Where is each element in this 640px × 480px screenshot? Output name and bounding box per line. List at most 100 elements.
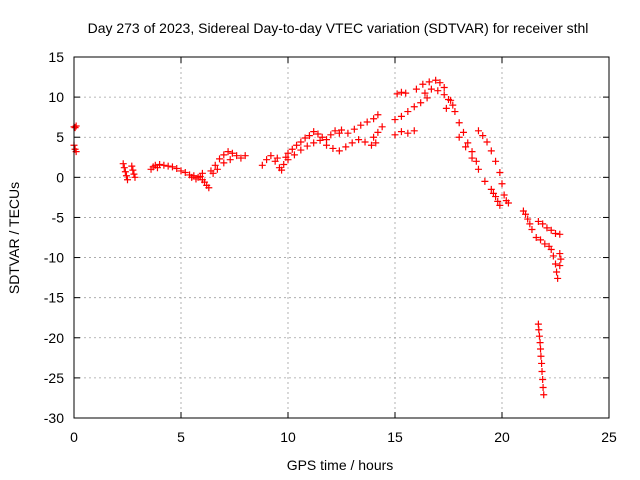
data-point	[496, 169, 504, 177]
data-point	[374, 111, 382, 119]
data-point	[267, 152, 275, 160]
data-point	[451, 108, 459, 116]
data-point	[423, 94, 431, 102]
data-point	[181, 169, 189, 177]
data-point	[303, 142, 311, 150]
data-point	[440, 91, 448, 99]
y-tick-label: -20	[44, 330, 64, 346]
data-point	[432, 76, 440, 84]
data-point	[410, 103, 418, 111]
data-point	[402, 89, 410, 97]
data-point	[213, 165, 221, 173]
data-point	[342, 143, 350, 151]
data-point	[496, 201, 504, 209]
x-tick-label: 20	[494, 429, 510, 445]
data-point	[434, 87, 442, 95]
data-point	[280, 160, 288, 168]
data-point	[192, 175, 200, 183]
data-point	[556, 262, 564, 270]
data-point	[224, 148, 232, 156]
data-point	[211, 161, 219, 169]
data-point	[462, 143, 470, 151]
y-tick-label: -25	[44, 370, 64, 386]
data-point	[425, 78, 433, 86]
data-point	[226, 156, 234, 164]
data-points	[70, 76, 565, 399]
data-point	[130, 170, 138, 178]
data-point	[412, 85, 420, 93]
data-point	[293, 141, 301, 149]
data-point	[355, 136, 363, 144]
plot-frame	[73, 56, 610, 419]
data-point	[528, 225, 536, 233]
data-point	[541, 240, 549, 248]
data-point	[258, 161, 266, 169]
x-tick-labels: 0 5 10 15 20 25	[70, 429, 617, 445]
data-point	[188, 173, 196, 181]
data-point	[539, 384, 547, 392]
data-point	[124, 176, 131, 184]
data-point	[534, 217, 542, 225]
data-point	[374, 128, 382, 136]
data-point	[393, 90, 401, 98]
data-point	[119, 160, 127, 168]
data-point	[370, 133, 378, 141]
data-point	[449, 101, 457, 109]
y-tick-label: 0	[56, 169, 64, 185]
data-point	[209, 169, 217, 177]
data-point	[553, 268, 561, 276]
y-tick-labels: -30 -25 -20 -15 -10 -5 0 5 10 15	[44, 49, 64, 426]
data-point	[331, 127, 339, 135]
data-point	[489, 189, 497, 197]
x-tick-label: 15	[387, 429, 403, 445]
data-point	[220, 151, 228, 159]
data-point	[263, 156, 271, 164]
y-tick-label: -30	[44, 410, 64, 426]
y-tick-label: -5	[52, 209, 65, 225]
data-point	[129, 166, 137, 174]
data-point	[468, 148, 476, 156]
y-tick-label: 15	[48, 49, 64, 65]
data-point	[554, 274, 562, 282]
data-point	[474, 127, 482, 135]
data-point	[350, 125, 358, 133]
data-point	[228, 149, 236, 157]
data-point	[278, 166, 286, 174]
data-point	[537, 345, 545, 353]
data-point	[363, 118, 371, 126]
data-point	[535, 326, 543, 334]
data-point	[329, 144, 337, 152]
data-point	[479, 132, 487, 140]
data-point	[442, 104, 450, 112]
chart-title: Day 273 of 2023, Sidereal Day-to-day VTE…	[88, 20, 589, 36]
data-point	[524, 215, 532, 223]
data-point	[216, 155, 224, 163]
data-point	[348, 139, 356, 147]
data-point	[472, 157, 480, 165]
y-axis-label: SDTVAR / TECUs	[6, 182, 22, 294]
data-point	[391, 131, 399, 139]
data-point	[397, 128, 405, 136]
data-point	[538, 359, 546, 367]
data-point	[305, 132, 313, 140]
y-tick-label: 5	[56, 129, 64, 145]
data-point	[397, 112, 405, 120]
data-point	[410, 127, 418, 135]
data-point	[421, 89, 429, 97]
data-point	[552, 229, 559, 237]
data-point	[487, 147, 495, 155]
data-point	[314, 130, 322, 138]
data-point	[494, 197, 502, 205]
data-point	[316, 136, 324, 144]
data-point	[361, 138, 369, 146]
data-point	[539, 375, 547, 383]
data-point	[549, 252, 557, 260]
data-point	[526, 220, 534, 228]
data-point	[498, 180, 506, 188]
data-point	[404, 129, 412, 137]
x-axis-label: GPS time / hours	[287, 457, 394, 473]
data-point	[547, 226, 555, 234]
data-point	[556, 250, 564, 258]
data-point	[160, 161, 168, 169]
y-tick-label: 10	[48, 89, 64, 105]
